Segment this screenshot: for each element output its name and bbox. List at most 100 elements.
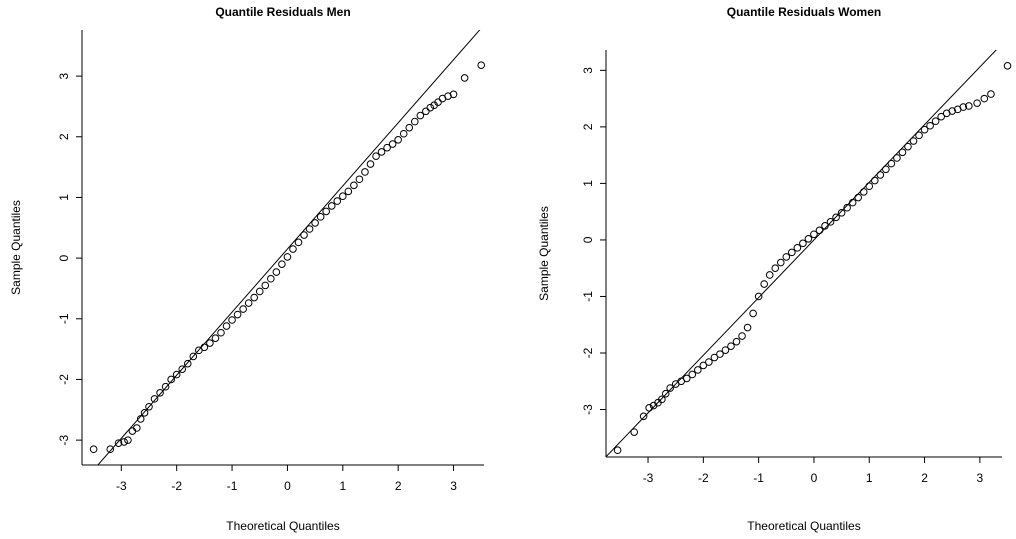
- point: [178, 365, 187, 373]
- point: [244, 299, 253, 307]
- point: [366, 160, 375, 168]
- point: [937, 112, 945, 121]
- x-tick-label: 2: [921, 471, 928, 485]
- point: [965, 102, 973, 110]
- point: [377, 148, 386, 156]
- point: [305, 225, 314, 233]
- point: [272, 268, 281, 276]
- point: [987, 90, 995, 98]
- point: [189, 352, 198, 361]
- y-axis-label: Sample Quantiles: [537, 206, 551, 301]
- point: [372, 152, 380, 160]
- point: [261, 281, 270, 290]
- plot: Quantile Residuals Men Theoretical Quanti…: [9, 5, 486, 533]
- x-tick-label: -1: [227, 479, 238, 493]
- point: [294, 238, 303, 247]
- x-tick-label: 1: [866, 471, 873, 485]
- point: [832, 213, 840, 222]
- point: [422, 107, 430, 116]
- point: [399, 129, 408, 138]
- point: [854, 193, 863, 202]
- point: [311, 219, 319, 227]
- point: [810, 230, 818, 239]
- x-tick-label: -3: [116, 479, 127, 493]
- y-tick-label: -1: [57, 313, 71, 324]
- x-tick-label: -3: [643, 471, 654, 485]
- point: [124, 436, 132, 444]
- x-axis-label: Theoretical Quantiles: [226, 519, 339, 533]
- point: [355, 175, 364, 184]
- point: [788, 248, 796, 257]
- point: [206, 339, 214, 347]
- point: [721, 346, 730, 354]
- point: [980, 94, 989, 103]
- x-tick-label: 1: [339, 479, 346, 493]
- point: [658, 395, 666, 404]
- point: [89, 445, 98, 454]
- point: [613, 446, 622, 455]
- point: [859, 188, 868, 196]
- point: [682, 374, 691, 383]
- point: [150, 395, 159, 403]
- point: [760, 280, 768, 288]
- point: [815, 226, 824, 235]
- point: [887, 159, 896, 168]
- point: [322, 207, 330, 216]
- point: [915, 131, 923, 140]
- point: [339, 192, 347, 201]
- point: [250, 293, 259, 302]
- point: [732, 337, 741, 346]
- point: [743, 323, 752, 332]
- point: [233, 310, 242, 319]
- y-tick-label: 1: [57, 194, 71, 201]
- point: [920, 125, 929, 134]
- y-axis-label: Sample Quantiles: [9, 200, 23, 295]
- point: [361, 168, 369, 176]
- point: [799, 239, 807, 248]
- x-tick-label: 0: [811, 471, 818, 485]
- y-tick-label: 2: [581, 123, 595, 130]
- point: [156, 389, 164, 397]
- point: [228, 316, 236, 324]
- plot: Quantile Residuals Women Theoretical Quan…: [537, 5, 1012, 533]
- point: [444, 92, 452, 100]
- reference-line: [606, 50, 997, 457]
- point: [145, 402, 153, 411]
- y-tick-label: -3: [57, 434, 71, 445]
- point: [416, 111, 425, 120]
- x-tick-label: -2: [698, 471, 709, 485]
- point: [771, 264, 780, 272]
- x-axis-label: Theoretical Quantiles: [747, 519, 860, 533]
- point: [699, 361, 708, 370]
- point: [959, 103, 968, 111]
- point: [114, 439, 123, 447]
- point: [410, 117, 419, 126]
- y-tick-label: 0: [581, 236, 595, 243]
- point: [716, 350, 724, 358]
- point: [837, 209, 846, 217]
- y-tick-label: 1: [581, 180, 595, 187]
- point: [477, 61, 486, 69]
- point: [865, 182, 874, 191]
- point: [200, 343, 209, 352]
- point: [738, 332, 746, 340]
- x-tick-label: 0: [284, 479, 291, 493]
- point: [793, 244, 802, 252]
- chart-title: Quantile Residuals Men: [215, 5, 350, 19]
- point: [350, 181, 358, 190]
- point: [948, 107, 957, 115]
- point: [167, 375, 175, 384]
- point: [426, 103, 435, 112]
- point: [183, 359, 192, 368]
- point: [931, 117, 940, 126]
- point: [630, 428, 639, 436]
- y-tick-label: 3: [581, 67, 595, 74]
- y-tick-label: -2: [57, 374, 71, 385]
- point: [449, 90, 458, 99]
- y-tick-label: -2: [581, 347, 595, 358]
- point: [211, 334, 220, 343]
- point: [926, 121, 934, 130]
- point: [161, 382, 170, 391]
- point: [754, 292, 763, 301]
